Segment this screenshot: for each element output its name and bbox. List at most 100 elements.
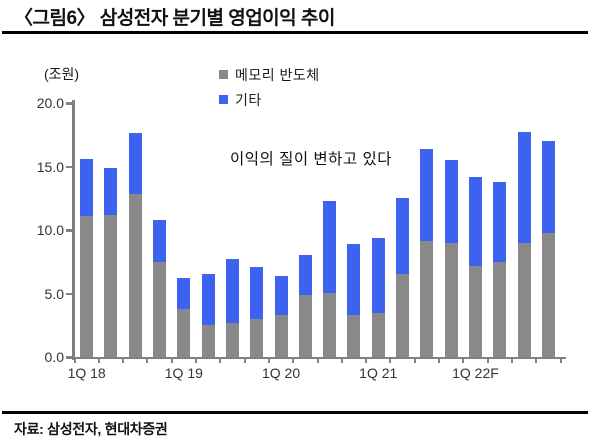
y-axis-tick — [65, 102, 73, 105]
y-axis-tick-label: 5.0 — [44, 285, 64, 302]
x-axis-label-1Q18: 1Q 18 — [67, 365, 106, 381]
bar-2Q22F — [493, 181, 507, 357]
bar-2Q21 — [396, 198, 410, 357]
bar-segment-memory — [468, 265, 482, 357]
bar-4Q22F — [541, 141, 555, 357]
x-axis-tick — [413, 357, 416, 363]
bar-segment-memory — [541, 232, 555, 357]
x-axis-tick — [438, 357, 440, 363]
bar-segment-memory — [371, 312, 385, 357]
bar-segment-other — [104, 167, 118, 215]
bar-4Q20 — [347, 243, 361, 357]
bar-segment-memory — [153, 261, 167, 357]
bar-3Q21 — [420, 148, 434, 357]
x-axis-label-1Q22F: 1Q 22F — [452, 365, 499, 381]
x-axis-tick — [73, 357, 76, 363]
bar-2Q18 — [104, 167, 118, 357]
bar-segment-memory — [323, 293, 337, 357]
x-axis-tick — [146, 357, 149, 363]
bar-segment-other — [225, 259, 239, 323]
y-axis-tick — [65, 165, 73, 168]
chart-legend: 메모리 반도체 기타 — [219, 62, 320, 112]
x-axis-tick — [170, 357, 173, 363]
bar-1Q19 — [177, 278, 191, 357]
x-axis-tick — [389, 357, 392, 363]
y-axis-tick-label: 15.0 — [36, 158, 64, 175]
x-axis-tick — [462, 357, 465, 363]
x-axis-tick — [219, 357, 222, 363]
bar-segment-memory — [104, 214, 118, 357]
bar-4Q21 — [444, 160, 458, 357]
bar-segment-other — [274, 275, 288, 316]
bar-segment-memory — [225, 322, 239, 357]
bar-1Q20 — [274, 275, 288, 357]
legend-item-other: 기타 — [219, 87, 320, 112]
x-axis-tick — [340, 357, 343, 363]
legend-label-other: 기타 — [235, 91, 262, 108]
bar-segment-memory — [201, 325, 215, 357]
x-axis-tick — [97, 357, 100, 363]
y-axis-tick — [65, 229, 73, 232]
bar-segment-memory — [396, 274, 410, 357]
y-axis-tick-label: 20.0 — [36, 95, 64, 111]
bar-segment-memory — [80, 216, 94, 357]
bar-segment-other — [128, 133, 142, 195]
legend-swatch-other — [219, 95, 228, 104]
bar-segment-other — [347, 243, 361, 316]
bar-segment-other — [396, 198, 410, 275]
bar-segment-other — [323, 200, 337, 294]
x-axis-label-1Q19: 1Q 19 — [164, 365, 203, 381]
bar-4Q18 — [153, 219, 167, 357]
bar-segment-other — [493, 181, 507, 262]
bar-segment-other — [444, 160, 458, 243]
top-rule — [2, 31, 588, 34]
y-axis-line — [72, 100, 75, 360]
legend-swatch-memory — [219, 70, 228, 79]
bar-3Q20 — [323, 200, 337, 357]
y-axis-tick — [65, 292, 73, 295]
bar-segment-other — [153, 219, 167, 262]
bar-segment-other — [298, 255, 312, 295]
x-axis-tick — [365, 357, 368, 363]
x-axis-tick — [316, 357, 319, 363]
bar-2Q20 — [298, 255, 312, 357]
source-text: 자료: 삼성전자, 현대차증권 — [14, 421, 168, 437]
bar-segment-other — [468, 176, 482, 266]
figure-title: 〈그림6〉 삼성전자 분기별 영업이익 추이 — [14, 8, 335, 29]
x-axis-tick — [559, 357, 562, 363]
bar-segment-other — [250, 266, 264, 319]
bar-segment-other — [371, 237, 385, 313]
bar-1Q18 — [80, 158, 94, 357]
y-axis-unit-label: (조원) — [44, 66, 80, 82]
legend-item-memory: 메모리 반도체 — [219, 62, 320, 87]
y-axis-tick — [65, 356, 73, 359]
x-axis-tick — [486, 357, 489, 363]
bar-3Q19 — [225, 259, 239, 357]
bar-segment-memory — [493, 261, 507, 357]
bar-3Q18 — [128, 133, 142, 357]
x-axis-tick — [243, 357, 246, 363]
chart-annotation: 이익의 질이 변하고 있다 — [229, 151, 393, 168]
bar-segment-memory — [274, 315, 288, 357]
bottom-rule — [2, 411, 588, 414]
bar-segment-other — [517, 132, 531, 243]
x-axis-tick — [292, 357, 295, 363]
bar-1Q21 — [371, 237, 385, 357]
bar-segment-memory — [420, 241, 434, 357]
bar-segment-other — [80, 158, 94, 217]
bar-segment-other — [420, 148, 434, 242]
bar-3Q22F — [517, 132, 531, 357]
bar-segment-other — [541, 141, 555, 233]
bar-segment-memory — [444, 242, 458, 357]
x-axis-label-1Q20: 1Q 20 — [261, 365, 301, 381]
bar-segment-other — [177, 278, 191, 309]
x-axis-label-1Q21: 1Q 21 — [359, 365, 398, 381]
bar-segment-memory — [177, 308, 191, 357]
x-axis-line — [72, 356, 566, 359]
x-axis-tick — [267, 357, 270, 363]
x-axis-tick — [122, 357, 125, 363]
bar-segment-memory — [128, 194, 142, 357]
bar-segment-other — [201, 274, 215, 326]
